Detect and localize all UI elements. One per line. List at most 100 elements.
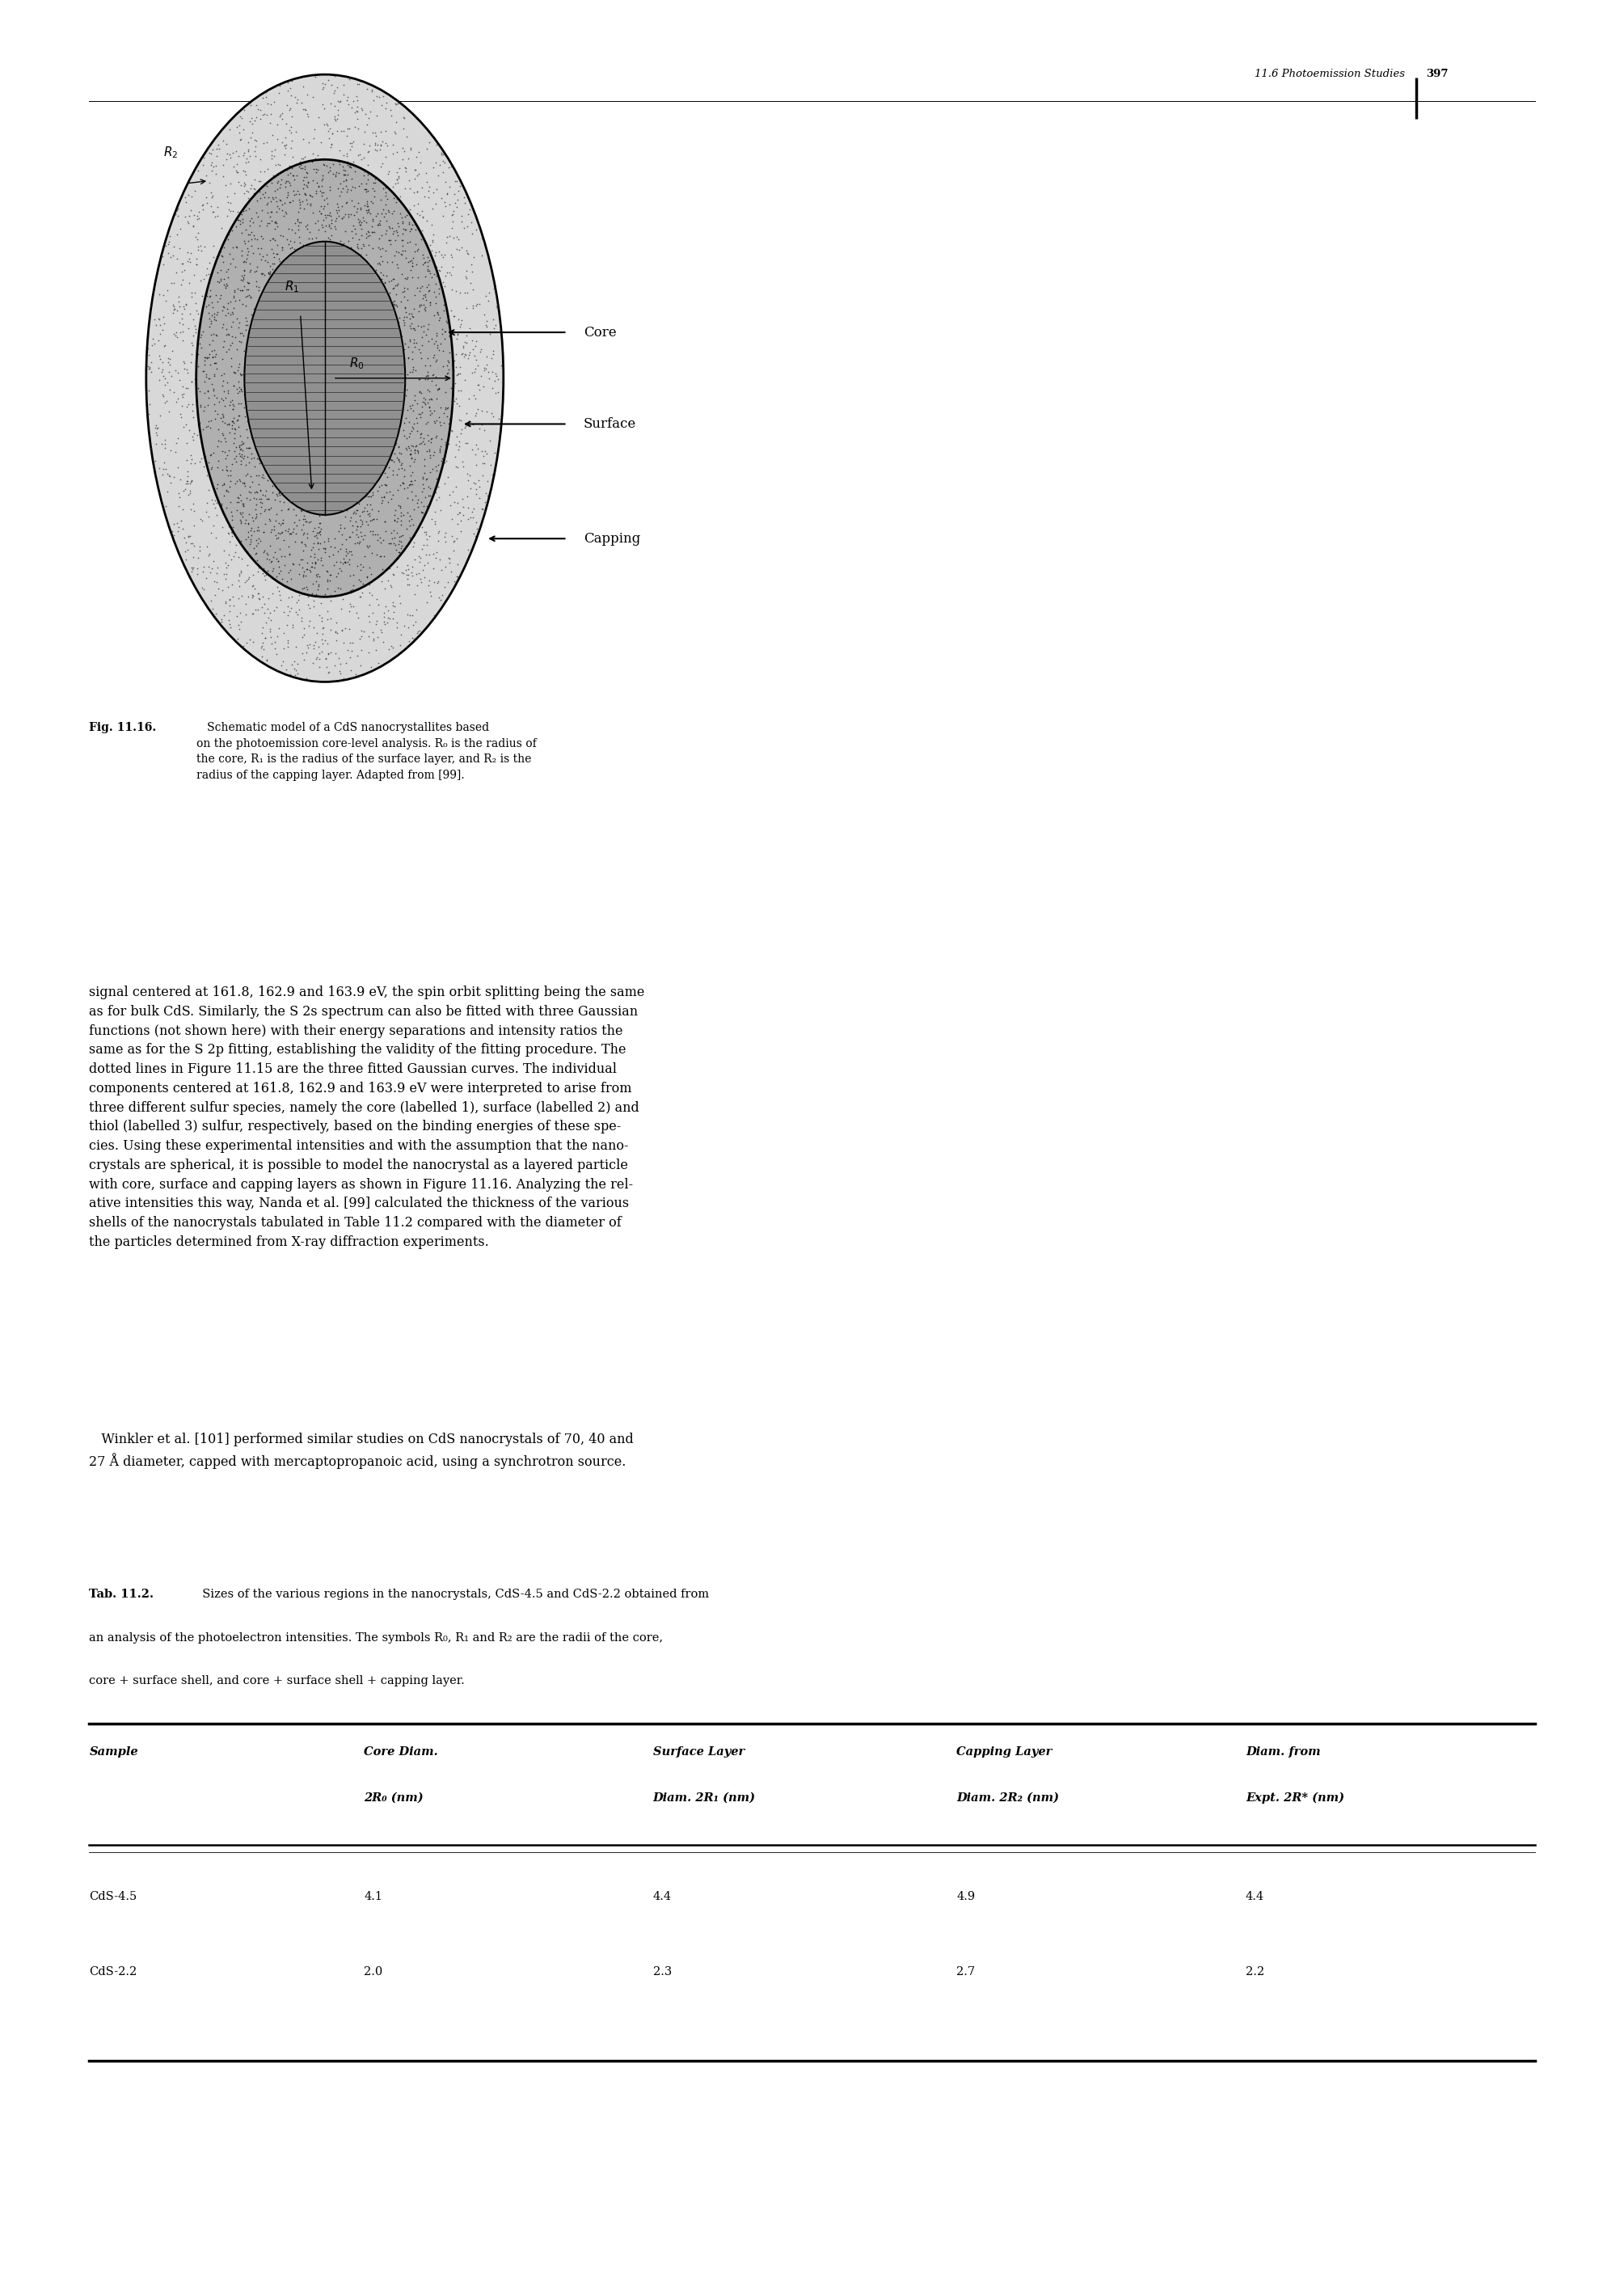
- Point: [219, 319, 245, 355]
- Point: [271, 594, 297, 630]
- Point: [297, 176, 323, 213]
- Point: [224, 463, 250, 500]
- Point: [463, 474, 489, 511]
- Point: [231, 465, 257, 502]
- Point: [214, 568, 240, 605]
- Point: [226, 202, 252, 238]
- Point: [146, 316, 172, 353]
- Point: [257, 204, 283, 241]
- Point: [471, 493, 497, 529]
- Point: [185, 199, 211, 236]
- Point: [328, 646, 354, 683]
- Point: [192, 438, 218, 474]
- Point: [453, 259, 479, 296]
- Point: [216, 330, 242, 367]
- Text: 2.0: 2.0: [364, 1967, 383, 1978]
- Point: [300, 513, 326, 550]
- Point: [201, 564, 227, 601]
- Point: [335, 110, 361, 147]
- Point: [364, 472, 390, 509]
- Point: [430, 332, 456, 369]
- Point: [294, 550, 320, 587]
- Point: [253, 603, 279, 639]
- Point: [427, 268, 453, 305]
- Point: [315, 635, 341, 672]
- Point: [248, 193, 274, 229]
- Point: [474, 303, 500, 339]
- Point: [354, 559, 380, 596]
- Point: [211, 555, 237, 591]
- Point: [270, 513, 296, 550]
- Point: [240, 440, 266, 477]
- Point: [237, 206, 263, 243]
- Point: [388, 236, 414, 273]
- Point: [231, 261, 257, 298]
- Point: [229, 435, 255, 472]
- Point: [291, 617, 317, 653]
- Point: [281, 644, 307, 681]
- Point: [411, 291, 437, 328]
- Point: [209, 328, 235, 364]
- Point: [237, 277, 263, 314]
- Point: [279, 149, 305, 186]
- Point: [414, 248, 440, 284]
- Point: [260, 181, 286, 218]
- Point: [411, 495, 437, 532]
- Point: [333, 167, 359, 204]
- Point: [403, 138, 429, 174]
- Point: [409, 328, 435, 364]
- Point: [289, 571, 315, 607]
- Point: [309, 601, 335, 637]
- Point: [339, 213, 365, 250]
- Point: [401, 174, 427, 211]
- Point: [317, 562, 343, 598]
- Point: [338, 172, 364, 209]
- Point: [372, 571, 398, 607]
- Point: [171, 490, 197, 527]
- Point: [352, 170, 378, 206]
- Point: [463, 380, 489, 417]
- Point: [205, 422, 231, 458]
- Point: [315, 197, 341, 234]
- Point: [310, 160, 336, 197]
- Point: [151, 358, 177, 394]
- Point: [175, 477, 201, 513]
- Point: [268, 183, 294, 220]
- Point: [237, 252, 263, 289]
- Point: [367, 231, 393, 268]
- Point: [187, 193, 213, 229]
- Point: [266, 578, 292, 614]
- Point: [378, 628, 404, 665]
- Point: [408, 268, 434, 305]
- Point: [234, 172, 260, 209]
- Point: [434, 174, 460, 211]
- Point: [250, 477, 276, 513]
- Point: [292, 176, 318, 213]
- Point: [409, 199, 435, 236]
- Point: [174, 525, 200, 562]
- Text: Schematic model of a CdS nanocrystallites based
on the photoemission core-level : Schematic model of a CdS nanocrystallite…: [197, 722, 536, 782]
- Point: [294, 571, 320, 607]
- Point: [456, 456, 482, 493]
- Point: [349, 92, 375, 128]
- Point: [179, 179, 205, 215]
- Point: [211, 477, 237, 513]
- Text: 397: 397: [1426, 69, 1449, 80]
- Point: [369, 614, 395, 651]
- Point: [263, 520, 289, 557]
- Point: [190, 312, 216, 348]
- Point: [412, 346, 438, 383]
- Point: [255, 183, 281, 220]
- Point: [296, 628, 322, 665]
- Point: [464, 348, 490, 385]
- Point: [463, 351, 489, 387]
- Point: [335, 138, 361, 174]
- Point: [271, 539, 297, 575]
- Point: [401, 461, 427, 497]
- Point: [177, 557, 203, 594]
- Point: [346, 518, 372, 555]
- Point: [432, 257, 458, 293]
- Point: [146, 449, 172, 486]
- Point: [231, 465, 257, 502]
- Point: [240, 234, 266, 270]
